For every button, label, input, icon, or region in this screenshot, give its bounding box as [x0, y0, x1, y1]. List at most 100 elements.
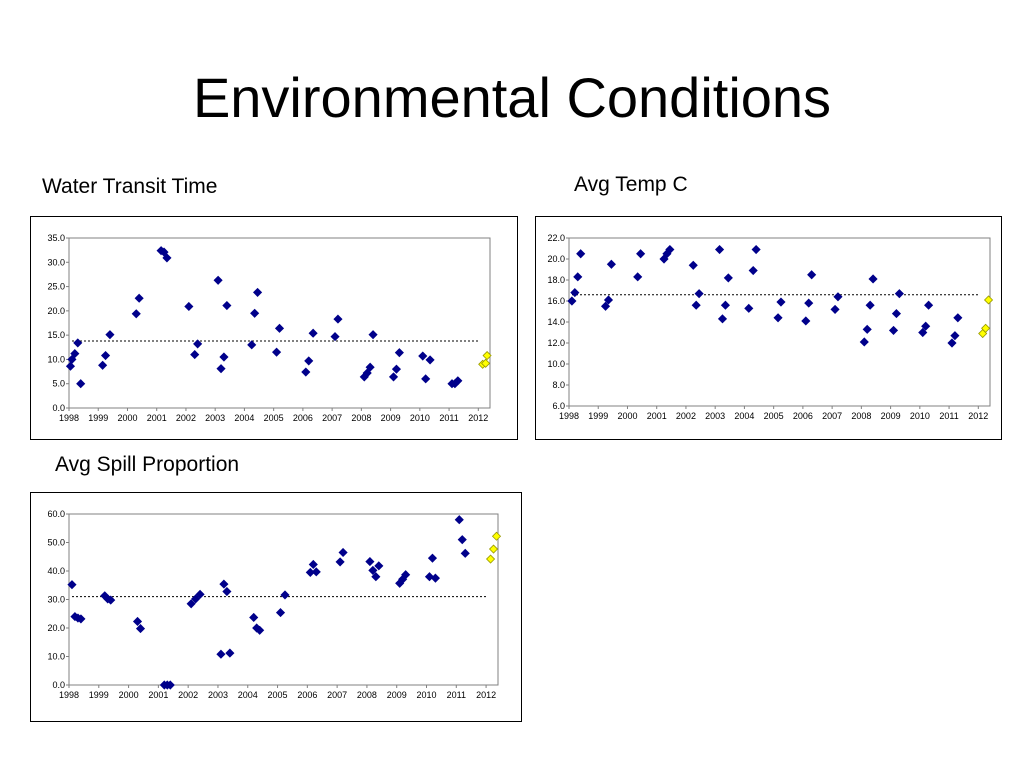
data-point — [280, 590, 290, 600]
data-point — [219, 579, 229, 589]
x-tick-label: 2010 — [416, 690, 436, 700]
data-point — [132, 616, 143, 627]
x-tick-label: 2007 — [322, 413, 342, 423]
x-tick-label: 2001 — [147, 413, 167, 423]
data-point — [576, 249, 586, 259]
data-point — [368, 565, 378, 575]
chart-avg-spill-proportion: 0.0 10.0 20.0 30.0 40.0 50.0 60.0 1998 1999 2000 2… — [47, 509, 502, 700]
x-tick-label: 2000 — [119, 690, 139, 700]
data-point — [191, 594, 201, 604]
y-tick-label: 8.0 — [552, 380, 565, 390]
data-point — [694, 289, 704, 299]
data-point — [748, 265, 758, 276]
x-tick-label: 2006 — [293, 413, 313, 423]
y-tick-label: 12.0 — [547, 338, 565, 348]
x-tick-label: 2011 — [439, 413, 458, 423]
data-point — [715, 244, 725, 255]
x-tick-label: 2004 — [238, 690, 258, 700]
data-point — [868, 274, 878, 284]
y-tick-label: 30.0 — [47, 595, 65, 605]
x-tick-label: 2005 — [264, 413, 284, 423]
chart-panel-water-transit-time: 0.0 5.0 10.0 15.0 20.0 25.0 30.0 35.0 1998 1999 20… — [30, 216, 518, 440]
data-point — [76, 614, 86, 624]
data-point — [105, 330, 115, 340]
data-point — [888, 325, 899, 335]
x-tick-label: 2007 — [327, 690, 347, 700]
data-point — [833, 292, 843, 302]
x-tick-label: 2010 — [910, 411, 930, 421]
data-point — [275, 608, 286, 618]
data-point — [362, 368, 372, 378]
data-point — [304, 356, 314, 366]
data-point — [365, 557, 375, 567]
x-tick-label: 2001 — [647, 411, 667, 421]
data-point — [606, 259, 616, 269]
data-point — [457, 535, 467, 545]
data-point — [131, 309, 141, 319]
x-tick-label: 1999 — [89, 690, 109, 700]
data-point — [100, 350, 111, 361]
x-tick-label: 2008 — [357, 690, 377, 700]
data-point — [311, 567, 321, 577]
data-point — [401, 570, 411, 580]
data-point-highlight — [485, 554, 496, 564]
x-tick-label: 1999 — [88, 413, 108, 423]
data-point — [134, 293, 144, 303]
y-tick-label: 30.0 — [47, 257, 65, 267]
x-tick-label: 2012 — [468, 413, 488, 423]
data-point — [186, 599, 196, 609]
x-tick-label: 2011 — [939, 411, 958, 421]
y-tick-label: 16.0 — [547, 296, 565, 306]
chart-avg-temp-c: 6.0 8.0 10.0 12.0 14.0 16.0 18.0 20.0 22.0 1998 19… — [547, 233, 994, 421]
data-point — [891, 309, 902, 319]
data-point — [862, 324, 872, 334]
data-point — [688, 260, 698, 270]
data-point — [425, 355, 435, 365]
data-point-highlight — [983, 295, 994, 305]
data-point — [338, 547, 348, 558]
data-point — [865, 300, 875, 310]
x-tick-label: 2003 — [208, 690, 228, 700]
data-point — [222, 300, 232, 311]
data-point — [453, 376, 463, 386]
data-point-highlight — [482, 350, 492, 361]
data-point — [394, 348, 404, 358]
chart-water-transit-time: 0.0 5.0 10.0 15.0 20.0 25.0 30.0 35.0 1998 1999 20… — [47, 233, 492, 423]
x-tick-label: 2009 — [381, 413, 401, 423]
data-point — [921, 321, 931, 331]
data-point — [73, 338, 83, 348]
x-tick-label: 2002 — [178, 690, 198, 700]
x-tick-label: 2012 — [968, 411, 988, 421]
data-point — [365, 362, 375, 372]
y-tick-label: 0.0 — [52, 680, 65, 690]
data-point — [924, 300, 934, 310]
data-point — [950, 331, 960, 341]
y-tick-label: 20.0 — [47, 306, 65, 316]
y-tick-label: 18.0 — [547, 275, 565, 285]
data-point — [691, 300, 701, 310]
data-point-highlight — [491, 531, 502, 541]
data-point — [665, 244, 675, 255]
y-tick-label: 10.0 — [47, 652, 65, 662]
data-point — [222, 586, 232, 597]
data-point — [67, 354, 77, 364]
x-tick-label: 1998 — [559, 411, 579, 421]
data-point — [247, 340, 257, 350]
x-tick-label: 2010 — [410, 413, 430, 423]
x-tick-label: 2008 — [351, 413, 371, 423]
data-point — [953, 313, 963, 323]
data-point — [570, 288, 580, 298]
data-point — [717, 314, 728, 324]
data-point — [636, 249, 646, 259]
data-point — [894, 289, 904, 299]
x-tick-label: 2000 — [617, 411, 637, 421]
data-point — [723, 273, 733, 283]
x-tick-label: 2011 — [447, 690, 466, 700]
data-point — [184, 301, 194, 312]
x-tick-label: 1998 — [59, 413, 79, 423]
y-tick-label: 5.0 — [52, 379, 65, 389]
data-point — [374, 561, 384, 571]
y-tick-label: 40.0 — [47, 566, 65, 576]
y-tick-label: 10.0 — [547, 359, 565, 369]
data-point — [193, 339, 203, 349]
